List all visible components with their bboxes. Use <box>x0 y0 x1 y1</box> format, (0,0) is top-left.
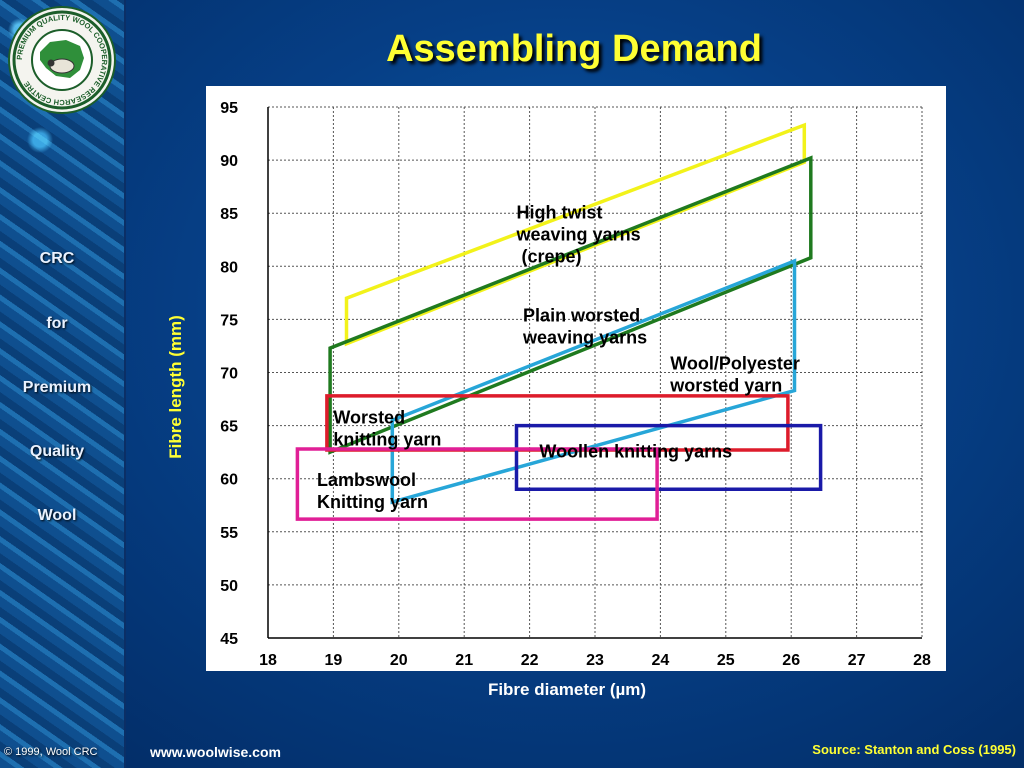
y-axis-label: Fibre length (mm) <box>166 315 185 459</box>
website-url[interactable]: www.woolwise.com <box>150 744 281 760</box>
copyright-text: © 1999, Wool CRC <box>4 746 98 758</box>
x-axis-label: Fibre diameter (µm) <box>487 680 647 699</box>
source-citation: Source: Stanton and Coss (1995) <box>812 742 1016 757</box>
sidebar-text-crc: CRC <box>39 250 75 267</box>
logo-graphic: PREMIUM QUALITY WOOL COOPERATIVE RESEARC… <box>12 10 112 110</box>
sidebar-text-wool: Wool <box>37 507 77 524</box>
sidebar-text-quality: Quality <box>29 443 85 460</box>
wool-crc-logo: PREMIUM QUALITY WOOL COOPERATIVE RESEARC… <box>8 6 116 114</box>
chart-panel <box>206 86 946 671</box>
sidebar-wool-texture: PREMIUM QUALITY WOOL COOPERATIVE RESEARC… <box>0 0 126 768</box>
slide-title: Assembling Demand <box>386 28 762 70</box>
sidebar-text-premium: Premium <box>22 379 92 396</box>
sidebar-text-for: for <box>46 315 68 332</box>
